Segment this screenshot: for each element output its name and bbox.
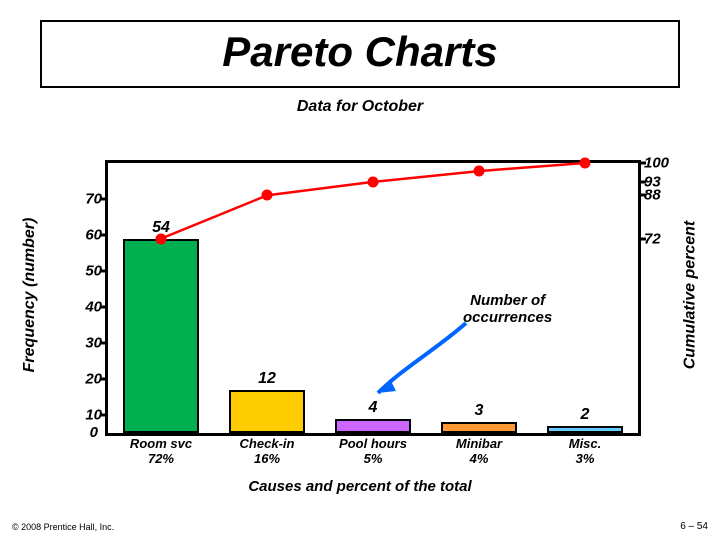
x-category-label: Misc.: [569, 436, 602, 451]
x-category: Minibar 4%: [456, 433, 502, 467]
ytick-mark: [100, 198, 108, 201]
x-category-label: Check-in: [240, 436, 295, 451]
annotation-text-line1: Number of: [470, 292, 545, 309]
ytick-mark: [100, 270, 108, 273]
ytick-mark: [638, 194, 646, 197]
chart-overlay: [108, 163, 638, 433]
x-category: Room svc 72%: [130, 433, 192, 467]
x-category-label: Room svc: [130, 436, 192, 451]
x-category-pct: 3%: [569, 452, 602, 467]
ytick-left-zero: 0: [90, 424, 108, 441]
x-category-label: Pool hours: [339, 436, 407, 451]
x-category-pct: 4%: [456, 452, 502, 467]
annotation-label: Number of occurrences: [463, 293, 552, 326]
y-axis-left-title: Frequency (number): [21, 218, 39, 373]
x-category: Misc. 3%: [569, 433, 602, 467]
pareto-chart: 10 20 30 40 50 60 70 0 72 88 93 100 54 1…: [105, 160, 641, 436]
ytick-mark: [100, 342, 108, 345]
title-box: Pareto Charts: [40, 20, 680, 88]
line-marker: [580, 158, 591, 169]
ytick-mark: [638, 180, 646, 183]
line-marker: [368, 176, 379, 187]
slide-title: Pareto Charts: [222, 28, 497, 75]
cumulative-line: [161, 163, 585, 239]
line-marker: [474, 166, 485, 177]
ytick-mark: [100, 306, 108, 309]
x-category: Check-in 16%: [240, 433, 295, 467]
ytick-mark: [638, 237, 646, 240]
x-category: Pool hours 5%: [339, 433, 407, 467]
x-axis-caption: Causes and percent of the total: [0, 478, 720, 495]
ytick-mark: [100, 414, 108, 417]
copyright-text: © 2008 Prentice Hall, Inc.: [12, 522, 114, 532]
y-axis-right-title: Cumulative percent: [681, 221, 699, 369]
line-marker: [156, 233, 167, 244]
chart-subtitle: Data for October: [0, 98, 720, 116]
x-category-pct: 5%: [339, 452, 407, 467]
page-number: 6 – 54: [680, 521, 708, 532]
line-marker: [262, 190, 273, 201]
ytick-mark: [100, 234, 108, 237]
ytick-mark: [100, 378, 108, 381]
x-category-pct: 72%: [130, 452, 192, 467]
ytick-mark: [638, 162, 646, 165]
x-category-label: Minibar: [456, 436, 502, 451]
annotation-text-line2: occurrences: [463, 309, 552, 326]
x-category-pct: 16%: [240, 452, 295, 467]
annotation-arrow: [378, 323, 466, 393]
